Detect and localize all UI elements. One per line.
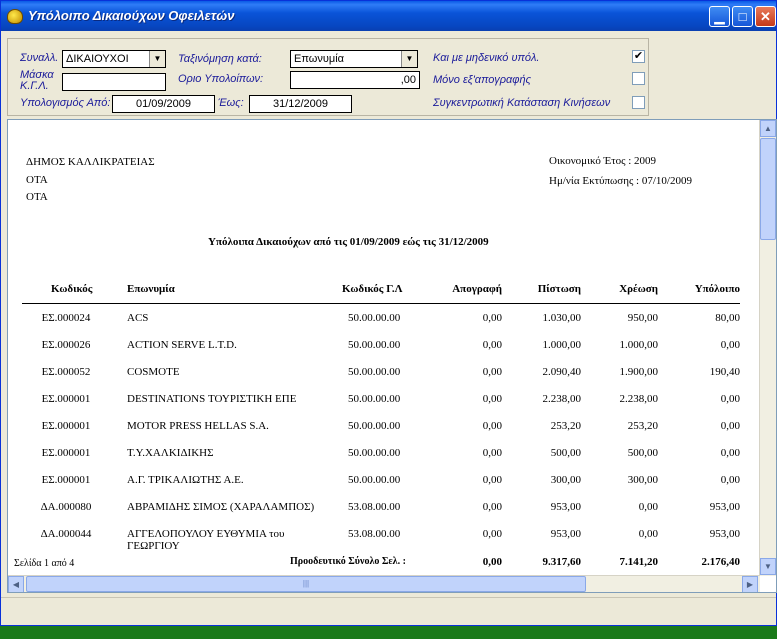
status-bar <box>1 597 776 625</box>
col-ypoloipo: Υπόλοιπο <box>694 283 740 295</box>
apografi-label: Μόνο εξ'απογραφής <box>433 74 531 86</box>
report-viewer[interactable]: ΔΗΜΟΣ ΚΑΛΛΙΚΡΑΤΕΙΑΣ ΟΤΑ ΟΤΑ Οικονομικό Έ… <box>7 119 777 593</box>
synallag-label: Συναλλ. <box>20 52 59 64</box>
col-gl-code: Κωδικός Γ.Λ <box>342 283 403 295</box>
header-divider <box>22 303 740 304</box>
chevron-down-icon: ▼ <box>764 562 772 571</box>
date-from-input[interactable]: 01/09/2009 <box>112 95 215 113</box>
org-name: ΔΗΜΟΣ ΚΑΛΛΙΚΡΑΤΕΙΑΣ <box>26 156 155 168</box>
scroll-down-button[interactable]: ▼ <box>760 558 776 575</box>
horizontal-scrollbar[interactable]: ◀ ||| ▶ <box>8 575 760 592</box>
chevron-up-icon: ▲ <box>764 124 772 133</box>
vertical-scroll-thumb[interactable] <box>760 138 776 240</box>
total-ypoloipo: 2.176,40 <box>701 556 741 568</box>
app-coins-icon <box>7 9 23 24</box>
mask-input[interactable] <box>62 73 166 91</box>
app-window: Υπόλοιπο Δικαιούχων Οφειλετών ▁ □ ✕ Συνα… <box>0 0 777 626</box>
synkentr-label: Συγκεντρωτική Κατάσταση Κινήσεων <box>433 97 611 109</box>
ypol-from-label: Υπολογισμός Από: <box>20 97 111 109</box>
zero-balance-checkbox[interactable]: ✔ <box>632 50 645 63</box>
scroll-right-button[interactable]: ▶ <box>742 576 758 592</box>
col-apografi: Απογραφή <box>452 283 502 295</box>
scroll-left-button[interactable]: ◀ <box>8 576 24 592</box>
limit-input[interactable]: ,00 <box>290 71 420 89</box>
chevron-left-icon: ◀ <box>12 580 20 589</box>
synallag-value: ΔΙΚΑΙΟΥΧΟΙ <box>66 53 129 65</box>
chevron-right-icon: ▶ <box>746 580 754 589</box>
minimize-icon: ▁ <box>714 9 725 24</box>
fiscal-year: Οικονομικό Έτος : 2009 <box>549 155 657 167</box>
col-name: Επωνυμία <box>127 283 175 295</box>
horizontal-scroll-thumb[interactable]: ||| <box>26 576 586 592</box>
minimize-button[interactable]: ▁ <box>709 6 730 27</box>
total-label: Προοδευτικό Σύνολο Σελ. : <box>290 556 406 567</box>
report-title: Υπόλοιπα Δικαιούχων από τις 01/09/2009 ε… <box>208 236 489 248</box>
synallag-select[interactable]: ΔΙΚΑΙΟΥΧΟΙ ▼ <box>62 50 166 68</box>
page-indicator: Σελίδα 1 από 4 <box>14 558 75 569</box>
close-button[interactable]: ✕ <box>755 6 776 27</box>
window-title: Υπόλοιπο Δικαιούχων Οφειλετών <box>28 8 235 23</box>
maximize-button[interactable]: □ <box>732 6 753 27</box>
close-icon: ✕ <box>760 9 771 24</box>
total-apografi: 0,00 <box>482 556 502 568</box>
col-xreosi: Χρέωση <box>619 283 658 295</box>
col-pistosi: Πίστωση <box>537 283 581 295</box>
scroll-up-button[interactable]: ▲ <box>760 120 776 137</box>
chevron-down-icon[interactable]: ▼ <box>149 51 165 67</box>
limit-label: Οριο Υπολοίπων: <box>178 73 264 85</box>
sort-select[interactable]: Επωνυμία ▼ <box>290 50 418 68</box>
grip-icon: ||| <box>302 579 310 588</box>
title-bar[interactable]: Υπόλοιπο Δικαιούχων Οφειλετών ▁ □ ✕ <box>1 1 776 31</box>
eos-label: Έως: <box>218 97 244 109</box>
col-code: Κωδικός <box>51 283 93 295</box>
apografi-checkbox[interactable] <box>632 72 645 85</box>
total-pistosi: 9.317,60 <box>542 556 582 568</box>
print-date: Ημ/νία Εκτύπωσης : 07/10/2009 <box>549 175 692 187</box>
filter-panel: Συναλλ. ΔΙΚΑΙΟΥΧΟΙ ▼ Μάσκα Κ.Γ.Λ. Υπολογ… <box>7 38 649 116</box>
org-line2: ΟΤΑ <box>26 174 48 186</box>
mask-label: Μάσκα Κ.Γ.Λ. <box>20 69 54 92</box>
sort-value: Επωνυμία <box>294 53 345 65</box>
org-line3: ΟΤΑ <box>26 191 48 203</box>
vertical-scrollbar[interactable]: ▲ ▼ <box>759 120 776 576</box>
total-xreosi: 7.141,20 <box>619 556 659 568</box>
synkentr-checkbox[interactable] <box>632 96 645 109</box>
maximize-icon: □ <box>738 9 747 24</box>
zero-balance-label: Και με μηδενικό υπόλ. <box>433 52 540 64</box>
sort-label: Ταξινόμηση κατά: <box>178 53 262 65</box>
date-to-input[interactable]: 31/12/2009 <box>249 95 352 113</box>
chevron-down-icon[interactable]: ▼ <box>401 51 417 67</box>
